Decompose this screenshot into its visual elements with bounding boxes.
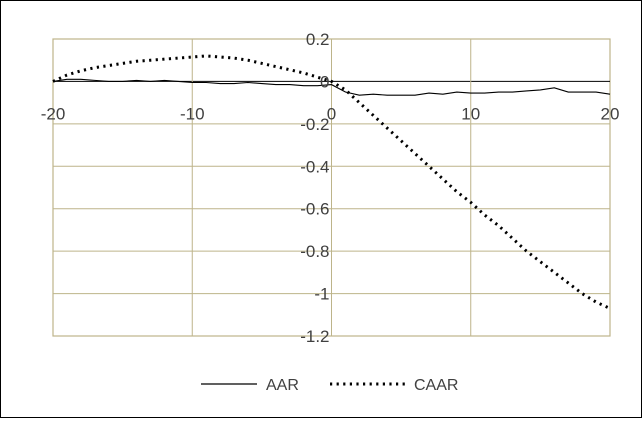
- x-tick-label: 20: [601, 104, 620, 123]
- x-tick-label: -20: [41, 104, 66, 123]
- y-tick-label: 0.2: [306, 30, 330, 49]
- y-tick-label: -0.2: [300, 115, 329, 134]
- series-line-aar: [52, 78, 611, 96]
- x-tick-label: 10: [461, 104, 480, 123]
- legend-label-aar: AAR: [266, 377, 299, 394]
- x-tick-label: 0: [327, 104, 336, 123]
- y-tick-label: 0: [320, 72, 329, 91]
- y-tick-label: -0.4: [300, 157, 329, 176]
- legend: AAR CAAR: [201, 377, 458, 394]
- y-tick-label: -1.2: [300, 327, 329, 346]
- series-line-caar: [52, 54, 611, 310]
- legend-label-caar: CAAR: [414, 377, 458, 394]
- y-tick-label: -0.6: [300, 200, 329, 219]
- y-tick-label: -0.8: [300, 242, 329, 261]
- y-tick-label: -1: [314, 285, 329, 304]
- x-tick-label: -10: [180, 104, 205, 123]
